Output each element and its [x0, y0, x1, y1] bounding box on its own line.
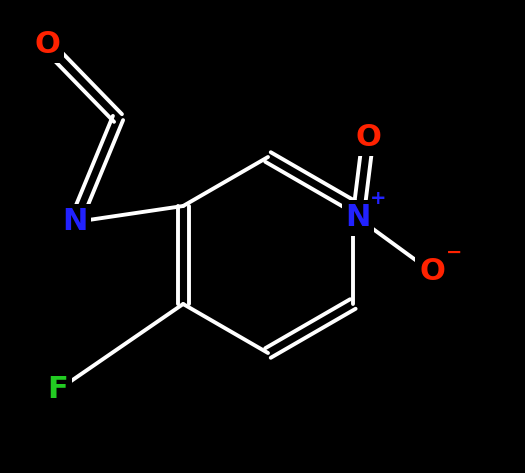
Text: +: +	[370, 189, 386, 208]
Text: N: N	[62, 208, 88, 236]
Text: F: F	[48, 376, 68, 404]
Text: O: O	[34, 30, 60, 60]
Text: O: O	[355, 123, 381, 152]
Text: O: O	[419, 257, 445, 287]
Text: −: −	[446, 243, 462, 262]
Text: N: N	[345, 203, 371, 233]
